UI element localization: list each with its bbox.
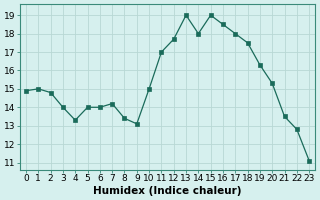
X-axis label: Humidex (Indice chaleur): Humidex (Indice chaleur)	[93, 186, 242, 196]
